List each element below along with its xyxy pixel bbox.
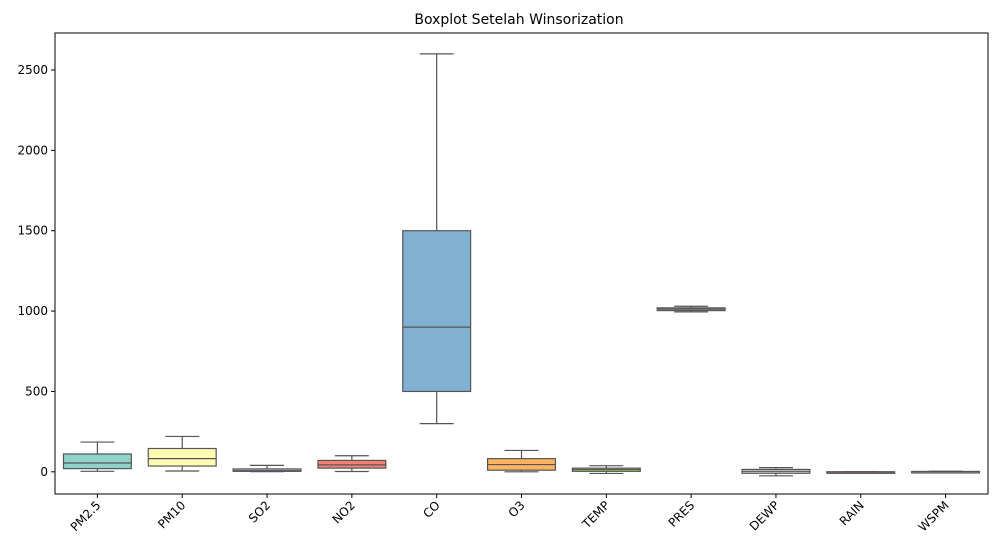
x-tick-label: PM2.5: [68, 498, 104, 534]
chart-title: Boxplot Setelah Winsorization: [414, 12, 623, 28]
x-tick-label: DEWP: [747, 498, 782, 533]
box-temp: [571, 465, 641, 475]
plot-area: [62, 53, 981, 477]
box-no2: [317, 455, 387, 473]
box-pm25: [62, 441, 132, 472]
x-tick-label: SO2: [246, 498, 273, 525]
box-co: [402, 53, 472, 425]
box-iqr: [62, 453, 132, 470]
box-iqr: [147, 447, 217, 467]
x-tick-label: PRES: [666, 498, 698, 530]
y-tick-label: 2000: [17, 143, 48, 157]
x-axis: PM2.5 PM10 SO2 NO2 CO O3 TEMP PRES DEWP RAIN WSPM: [68, 494, 952, 534]
y-tick-label: 1000: [17, 304, 48, 318]
x-tick-label: WSPM: [916, 498, 952, 534]
y-tick-label: 500: [25, 384, 48, 398]
x-tick-label: PM10: [155, 498, 188, 531]
y-tick-label: 2500: [17, 63, 48, 77]
x-tick-label: RAIN: [837, 498, 867, 528]
box-rain: [826, 471, 896, 474]
y-tick-label: 0: [40, 465, 48, 479]
box-dewp: [741, 467, 811, 477]
box-iqr: [402, 230, 472, 393]
box-so2: [232, 464, 302, 473]
axes-frame: [54, 32, 989, 495]
y-tick-label: 1500: [17, 224, 48, 238]
x-tick-label: CO: [420, 498, 443, 521]
box-wspm: [911, 470, 981, 474]
box-pm10: [147, 435, 217, 472]
x-tick-label: O3: [506, 498, 528, 520]
box-iqr: [317, 459, 387, 469]
x-tick-label: NO2: [330, 498, 358, 526]
box-pres: [656, 305, 726, 313]
x-tick-label: TEMP: [579, 498, 613, 532]
box-o3: [486, 449, 557, 473]
y-axis: 0 500 1000 1500 2000 2500: [17, 63, 55, 479]
